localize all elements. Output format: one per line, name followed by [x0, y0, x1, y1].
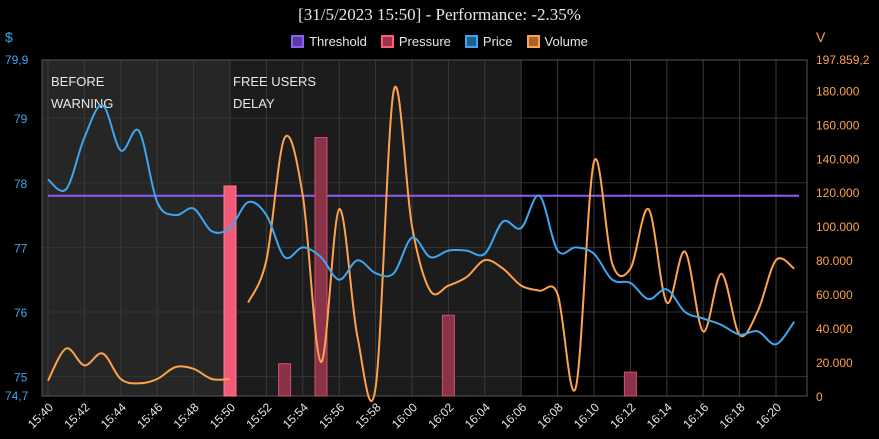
legend-label-pressure: Pressure — [398, 34, 451, 49]
left-axis-tick-label: 75 — [14, 371, 28, 385]
legend-label-volume: Volume — [544, 34, 588, 49]
legend: Threshold Pressure Price Volume — [0, 34, 879, 49]
right-axis-tick-label: 0 — [816, 390, 823, 404]
x-axis-tick-label: 16:20 — [753, 400, 784, 431]
pressure-bar — [623, 371, 637, 397]
legend-item-threshold[interactable]: Threshold — [291, 34, 367, 49]
legend-swatch-price — [464, 35, 478, 48]
left-axis-tick-label: 79 — [14, 112, 28, 126]
legend-item-volume[interactable]: Volume — [526, 34, 588, 49]
annotation-region — [42, 60, 230, 396]
x-axis-tick-label: 15:40 — [25, 400, 56, 431]
left-axis-tick-label: 77 — [14, 241, 28, 255]
legend-label-threshold: Threshold — [309, 34, 367, 49]
x-axis-tick-label: 15:42 — [61, 400, 92, 431]
pressure-bar — [278, 363, 292, 397]
right-axis-tick-label: 100.000 — [816, 220, 860, 234]
x-axis-tick-label: 16:14 — [644, 400, 675, 431]
pressure-bar — [223, 185, 237, 397]
left-axis-tick-label: 78 — [14, 177, 28, 191]
annotation-label: WARNING — [51, 96, 113, 111]
right-axis-tick-label: 140.000 — [816, 152, 860, 166]
right-axis-tick-label: 20.000 — [816, 356, 853, 370]
right-axis-tick-label: 40.000 — [816, 322, 853, 336]
annotation-label: FREE USERS — [233, 74, 316, 89]
legend-swatch-pressure — [380, 35, 394, 48]
x-axis-tick-label: 16:04 — [462, 400, 493, 431]
x-axis-tick-label: 15:50 — [207, 400, 238, 431]
annotation-label: BEFORE — [51, 74, 105, 89]
x-axis-tick-label: 16:00 — [389, 400, 420, 431]
legend-swatch-volume — [526, 35, 540, 48]
left-axis-min-label: 74,7 — [5, 389, 29, 403]
right-axis-tick-label: 120.000 — [816, 186, 860, 200]
x-axis-tick-label: 15:46 — [134, 400, 165, 431]
right-axis-tick-label: 180.000 — [816, 84, 860, 98]
volume-line — [47, 347, 231, 385]
pressure-bar — [441, 314, 455, 397]
legend-item-pressure[interactable]: Pressure — [380, 34, 451, 49]
right-axis-tick-label: 80.000 — [816, 254, 853, 268]
legend-label-price: Price — [482, 34, 513, 49]
right-axis-tick-label: 60.000 — [816, 288, 853, 302]
chart-title: [31/5/2023 15:50] - Performance: -2.35% — [298, 5, 581, 24]
right-axis-unit: V — [816, 29, 826, 45]
x-axis-tick-label: 15:52 — [243, 400, 274, 431]
legend-swatch-threshold — [291, 35, 305, 48]
x-axis-tick-label: 16:06 — [498, 400, 529, 431]
annotation-label: DELAY — [233, 96, 275, 111]
left-axis-max-label: 79,9 — [5, 53, 29, 67]
right-axis-max-label: 197.859,2 — [816, 53, 870, 67]
x-axis-tick-label: 16:10 — [571, 400, 602, 431]
x-axis-tick-label: 16:16 — [680, 400, 711, 431]
right-axis-tick-label: 160.000 — [816, 118, 860, 132]
x-axis-tick-label: 15:48 — [171, 400, 202, 431]
left-axis-unit: $ — [5, 29, 13, 45]
volume-line — [247, 85, 795, 403]
x-axis-tick-label: 15:58 — [353, 400, 384, 431]
pressure-bar — [314, 137, 328, 397]
plot-frame — [41, 59, 808, 397]
x-axis-tick-label: 16:12 — [607, 400, 638, 431]
x-axis-tick-label: 16:18 — [717, 400, 748, 431]
x-axis-tick-label: 16:02 — [425, 400, 456, 431]
x-axis-tick-label: 15:54 — [280, 400, 311, 431]
legend-item-price[interactable]: Price — [464, 34, 513, 49]
left-axis-tick-label: 76 — [14, 306, 28, 320]
x-axis-tick-label: 15:56 — [316, 400, 347, 431]
price-line — [47, 104, 796, 346]
x-axis-tick-label: 16:08 — [535, 400, 566, 431]
x-axis-tick-label: 15:44 — [98, 400, 129, 431]
